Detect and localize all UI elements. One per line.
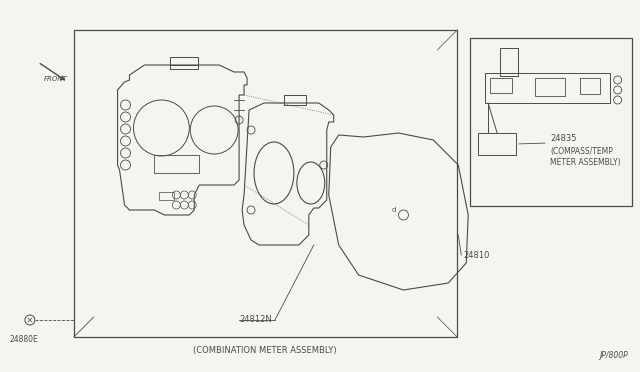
Text: JP/800P: JP/800P	[599, 350, 628, 359]
Bar	[170, 57, 198, 69]
Text: 24835: 24835	[550, 134, 577, 142]
Bar	[535, 78, 565, 96]
Text: (COMPASS/TEMP: (COMPASS/TEMP	[550, 147, 612, 155]
Bar	[490, 78, 512, 93]
Text: FRONT: FRONT	[44, 76, 68, 82]
Bar	[154, 155, 199, 173]
Bar	[159, 192, 174, 200]
Text: METER ASSEMBLY): METER ASSEMBLY)	[550, 157, 621, 167]
Text: 24812N: 24812N	[239, 315, 272, 324]
Bar	[284, 95, 306, 105]
Bar	[478, 133, 516, 155]
Text: (COMBINATION METER ASSEMBLY): (COMBINATION METER ASSEMBLY)	[193, 346, 337, 355]
Bar	[580, 78, 600, 94]
Text: 24810: 24810	[463, 250, 490, 260]
Text: 24880E: 24880E	[10, 336, 38, 344]
Bar	[485, 73, 610, 103]
Bar	[500, 48, 518, 76]
Bar	[470, 38, 632, 206]
Text: d: d	[391, 207, 396, 213]
Bar	[74, 30, 457, 337]
